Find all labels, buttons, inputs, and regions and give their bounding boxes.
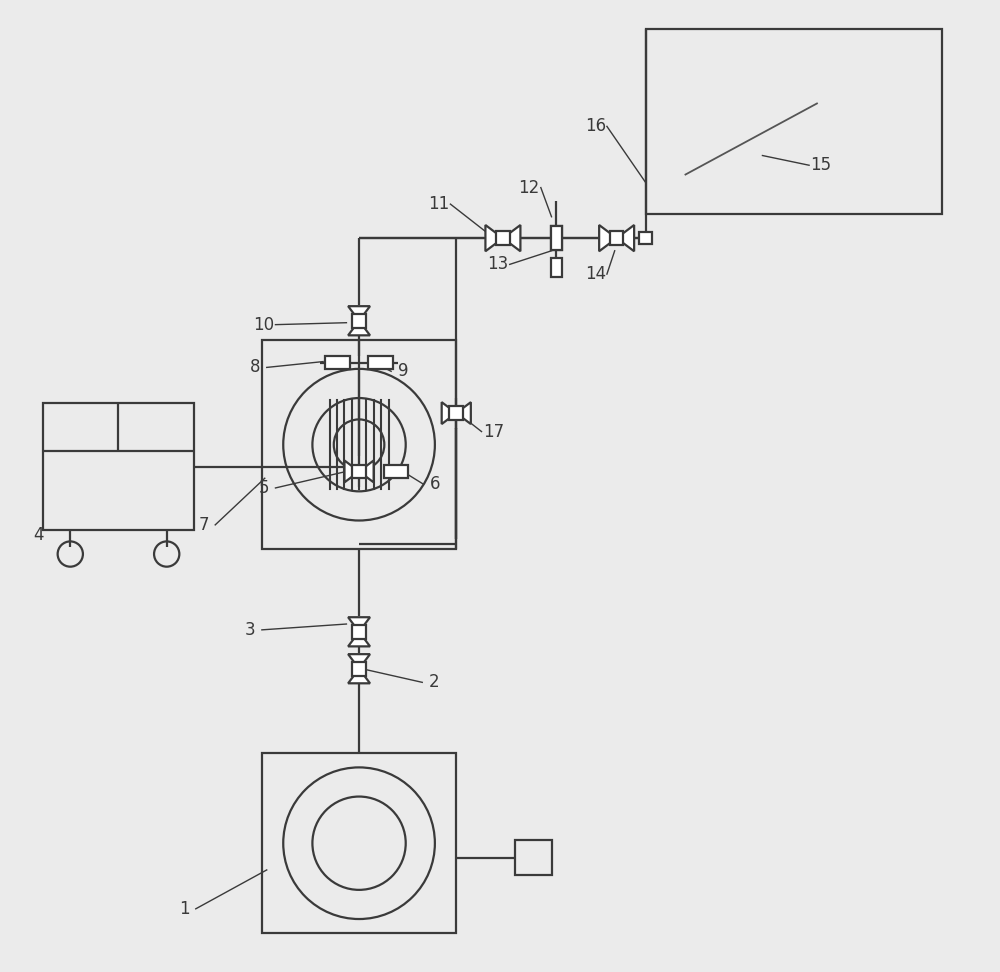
Bar	[352, 662, 366, 676]
Text: 8: 8	[250, 359, 260, 376]
Bar	[639, 232, 652, 244]
Polygon shape	[617, 226, 634, 251]
Polygon shape	[599, 226, 617, 251]
Bar	[646, 29, 942, 214]
Text: 16: 16	[585, 118, 606, 135]
Text: 1: 1	[179, 900, 189, 918]
Text: 3: 3	[245, 621, 256, 639]
Polygon shape	[485, 226, 503, 251]
Bar	[449, 406, 463, 420]
Bar	[551, 226, 562, 250]
Polygon shape	[348, 321, 370, 335]
Polygon shape	[348, 632, 370, 646]
Polygon shape	[348, 306, 370, 321]
Polygon shape	[503, 226, 520, 251]
Bar	[610, 231, 623, 245]
Polygon shape	[359, 461, 374, 482]
Polygon shape	[344, 461, 359, 482]
Bar	[515, 840, 552, 875]
Polygon shape	[348, 654, 370, 669]
Text: 5: 5	[259, 479, 269, 497]
Bar	[43, 403, 194, 530]
Bar	[368, 357, 393, 368]
Text: 17: 17	[483, 423, 504, 440]
Polygon shape	[442, 402, 456, 424]
Bar	[352, 465, 366, 478]
Bar	[551, 258, 562, 277]
Bar	[262, 753, 456, 933]
Bar	[551, 226, 562, 250]
Text: 7: 7	[198, 516, 209, 534]
Bar	[352, 625, 366, 639]
Text: 10: 10	[253, 316, 274, 333]
Text: 14: 14	[585, 265, 606, 283]
Text: 6: 6	[430, 475, 440, 493]
Text: 15: 15	[810, 156, 831, 174]
Polygon shape	[456, 402, 471, 424]
Text: 11: 11	[428, 195, 449, 213]
Text: 9: 9	[398, 363, 408, 380]
Bar	[496, 231, 510, 245]
Bar	[325, 357, 350, 368]
Text: 13: 13	[487, 256, 509, 273]
Polygon shape	[348, 617, 370, 632]
Polygon shape	[348, 669, 370, 683]
Bar	[352, 314, 366, 328]
Bar	[384, 465, 408, 477]
Text: 12: 12	[519, 179, 540, 196]
Text: 2: 2	[429, 674, 439, 691]
Text: 4: 4	[33, 526, 44, 543]
Bar	[262, 340, 456, 549]
